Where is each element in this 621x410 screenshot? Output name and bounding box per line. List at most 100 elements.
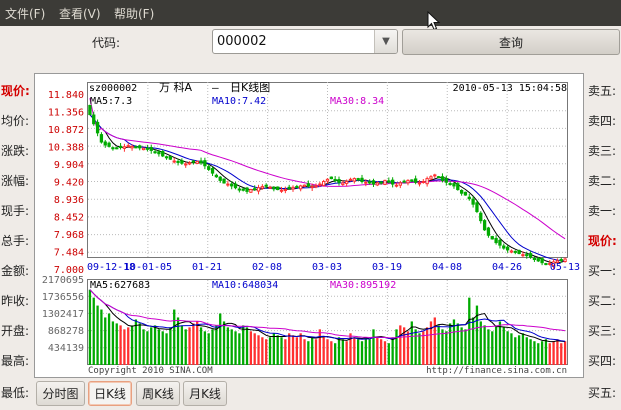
volume-bar (303, 339, 306, 365)
candle (264, 184, 268, 187)
volume-bar (395, 329, 398, 365)
date-tick-label: 05-13 (550, 262, 580, 273)
volume-bar (471, 317, 475, 365)
vol-ma10-line (89, 289, 566, 342)
volume-bar (150, 327, 153, 365)
candle (302, 184, 307, 187)
volume-bar (199, 327, 203, 365)
tab-weekly-kline[interactable]: 周K线 (136, 381, 180, 406)
volume-bar (360, 341, 364, 365)
candle (191, 160, 196, 163)
date-tick-label: 04-08 (432, 262, 462, 273)
volume-bar (173, 309, 176, 365)
volume-bar (184, 329, 187, 365)
volume-bar (96, 305, 99, 365)
query-button[interactable]: 查询 (402, 29, 620, 55)
volume-bar (517, 335, 521, 365)
candle (210, 168, 215, 174)
tab-intraday[interactable]: 分时图 (36, 381, 85, 406)
volume-bar (211, 329, 214, 365)
volume-bar (357, 339, 360, 365)
candle (149, 147, 153, 151)
total-volume-label: 总手: (1, 234, 30, 248)
candle (161, 151, 165, 157)
candle (184, 163, 188, 166)
candle (130, 145, 134, 149)
change-label: 涨跌: (1, 144, 30, 158)
price-tick-label: 9.420 (54, 178, 84, 189)
candle (436, 176, 441, 179)
code-combobox[interactable]: ▼ (212, 29, 398, 54)
current-price-right-label: 现价: (588, 234, 617, 248)
tab-monthly-kline[interactable]: 月K线 (183, 381, 227, 406)
candle (272, 186, 276, 190)
candle (429, 176, 433, 180)
volume-bar (337, 337, 341, 365)
candle (525, 254, 529, 257)
candle (482, 220, 487, 231)
volume-bar (399, 325, 402, 365)
high-label: 最高: (1, 354, 30, 368)
candle (406, 179, 410, 184)
volume-bar (506, 331, 509, 365)
candle (383, 179, 387, 185)
price-tick-label: 7.968 (54, 230, 84, 241)
ma30-label: MA30:8.34 (330, 96, 384, 107)
candle (172, 160, 176, 163)
volume-bar (345, 341, 348, 365)
candle (279, 189, 284, 192)
volume-bar (514, 337, 517, 365)
candle (544, 263, 548, 266)
volume-bar (544, 339, 548, 365)
code-input[interactable] (213, 30, 373, 53)
volume-bar (123, 329, 126, 365)
volume-bar (475, 305, 479, 365)
volume-bar (119, 325, 122, 365)
volume-bar (153, 325, 157, 365)
candle (364, 181, 368, 184)
menu-file[interactable]: 文件(F) (5, 7, 46, 21)
current-volume-label: 现手: (1, 204, 30, 218)
candle (475, 202, 479, 212)
menu-view[interactable]: 查看(V) (59, 7, 101, 21)
volume-bar (468, 297, 471, 365)
volume-bar (349, 333, 352, 365)
candle (111, 147, 115, 150)
sell-2-label: 卖二: (588, 174, 617, 188)
candle (195, 160, 199, 164)
candles (88, 104, 567, 269)
volume-bar (161, 331, 164, 365)
candle (233, 183, 238, 189)
volume-bar (529, 339, 532, 365)
current-price-label: 现价: (1, 84, 30, 98)
candle (494, 237, 498, 244)
candle (141, 147, 146, 151)
volume-bar (88, 289, 92, 365)
volume-bar (383, 341, 387, 365)
candle (356, 178, 360, 181)
volume-bar (272, 333, 276, 365)
volume-bar (299, 333, 302, 365)
volume-bar (180, 325, 184, 365)
tab-daily-kline[interactable]: 日K线 (88, 381, 132, 406)
volume-axis-labels: 2170695 1736556 1302417 868278 434139 (42, 275, 84, 354)
volume-bar (314, 339, 318, 365)
volume-bar (265, 339, 268, 365)
volume-bar (134, 319, 138, 365)
dropdown-arrow-icon[interactable]: ▼ (374, 30, 397, 53)
menu-help[interactable]: 帮助(F) (114, 7, 155, 21)
candle (103, 141, 107, 146)
volume-bar (452, 319, 456, 365)
candle (398, 182, 402, 186)
candle (402, 180, 406, 183)
candle (551, 261, 556, 267)
price-axis-labels: 11.840 11.356 10.872 10.388 9.904 9.420 … (48, 90, 84, 276)
candle (433, 174, 437, 177)
volume-bar (165, 333, 168, 365)
volume-bar (552, 341, 555, 365)
sell-1-label: 卖一: (588, 204, 617, 218)
volume-bar (414, 329, 417, 365)
candle (95, 121, 100, 134)
volume-bar (284, 339, 287, 365)
candle (218, 176, 222, 181)
